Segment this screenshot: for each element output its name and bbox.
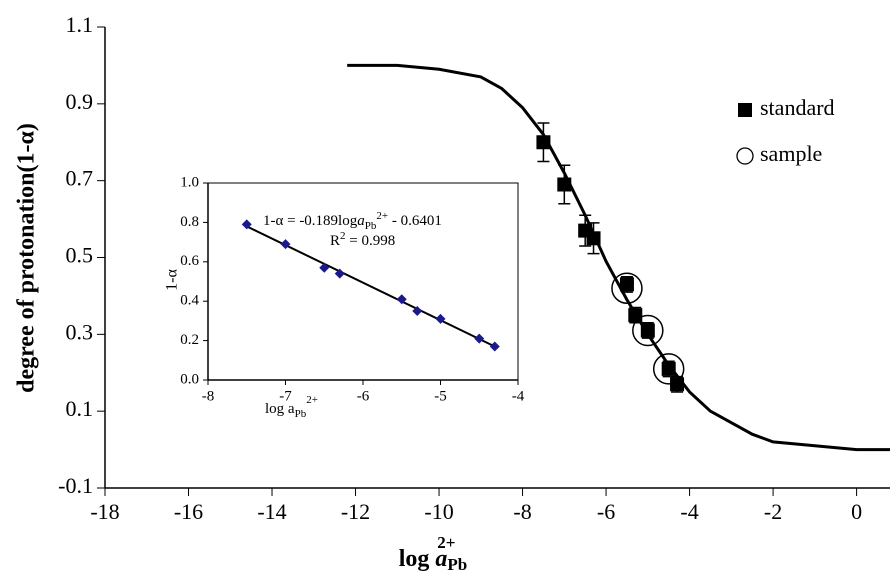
inset-point <box>435 313 446 324</box>
inset-point <box>334 268 345 279</box>
r2-r: R <box>330 233 340 249</box>
legend-marker <box>736 147 754 165</box>
y-axis-label: degree of protonation(1-α) <box>14 123 40 393</box>
y-tick-label: 0.9 <box>66 89 94 114</box>
x-tick-label: -18 <box>90 499 119 524</box>
x-tick-label: -8 <box>202 388 215 404</box>
equation: 1-α = -0.189logaPb2+ - 0.6401 <box>263 210 442 232</box>
standard-point <box>619 277 634 292</box>
standard-point <box>628 308 643 323</box>
x-tick-label: -4 <box>680 499 698 524</box>
inset-point <box>396 294 407 305</box>
y-tick-label: 0.8 <box>180 214 199 230</box>
x-tick-label: -8 <box>513 499 531 524</box>
inset-x-text: log a <box>265 401 295 417</box>
x-tick-label: -6 <box>357 388 370 404</box>
x-label-text: log <box>399 546 436 572</box>
x-tick-label: -5 <box>434 388 447 404</box>
x-tick-label: -2 <box>764 499 782 524</box>
y-tick-label: 1.1 <box>66 12 94 37</box>
x-label-sup: 2+ <box>437 533 455 552</box>
y-tick-label: 0.2 <box>180 332 199 348</box>
eq-sup: 2+ <box>376 210 388 222</box>
sample-point <box>652 353 685 385</box>
eq-suffix: - 0.6401 <box>388 213 442 229</box>
y-tick-label: 0.1 <box>66 396 94 421</box>
x-tick-label: -10 <box>424 499 453 524</box>
y-tick-label: 0.7 <box>66 166 94 191</box>
inset-point <box>319 262 330 273</box>
eq-a: a <box>357 213 365 229</box>
x-axis-label: log aPb 2+ <box>399 533 468 574</box>
x-tick-label: -14 <box>257 499 286 524</box>
standard-point <box>557 177 572 192</box>
y-tick-label: 0.0 <box>180 371 199 387</box>
inset-point <box>412 306 423 317</box>
standard-point <box>640 323 655 338</box>
inset-x-sup: 2+ <box>306 394 318 406</box>
r-squared: R2 = 0.998 <box>330 230 395 250</box>
legend-marker <box>738 103 752 117</box>
sample-point <box>632 314 664 347</box>
x-tick-label: 0 <box>851 499 862 524</box>
r2-sup: 2 <box>340 230 346 242</box>
y-tick-label: 0.4 <box>180 293 199 309</box>
y-tick-label: 0.3 <box>66 319 94 344</box>
r2-rest: = 0.998 <box>346 233 396 249</box>
x-tick-label: -12 <box>341 499 370 524</box>
standard-point <box>586 231 601 246</box>
standard-point <box>670 377 685 392</box>
eq-prefix: 1-α = -0.189log <box>263 213 358 229</box>
y-tick-label: -0.1 <box>58 473 93 498</box>
y-tick-label: 1.0 <box>180 174 199 190</box>
standard-point <box>661 361 676 376</box>
legend-label: sample <box>760 141 822 166</box>
inset-y-label: 1-α <box>164 269 181 291</box>
eq-sub: Pb <box>365 220 377 232</box>
inset-point <box>241 219 252 230</box>
inset-x-sub: Pb <box>295 408 307 420</box>
inset-point <box>474 333 485 344</box>
x-tick-label: -7 <box>279 388 292 404</box>
y-tick-label: 0.5 <box>66 243 94 268</box>
sample-point <box>611 272 643 304</box>
inset-x-label: log aPb 2+ <box>265 394 318 420</box>
x-label-a: a <box>435 546 447 572</box>
standard-point <box>536 135 551 150</box>
fit-curve <box>347 63 890 452</box>
x-tick-label: -6 <box>597 499 615 524</box>
x-label-sub: Pb <box>447 555 467 574</box>
legend-label: standard <box>760 95 835 120</box>
x-tick-label: -16 <box>174 499 203 524</box>
inset-point <box>489 341 500 352</box>
inset-point <box>280 239 291 250</box>
y-tick-label: 0.6 <box>180 253 199 269</box>
x-tick-label: -4 <box>512 388 525 404</box>
